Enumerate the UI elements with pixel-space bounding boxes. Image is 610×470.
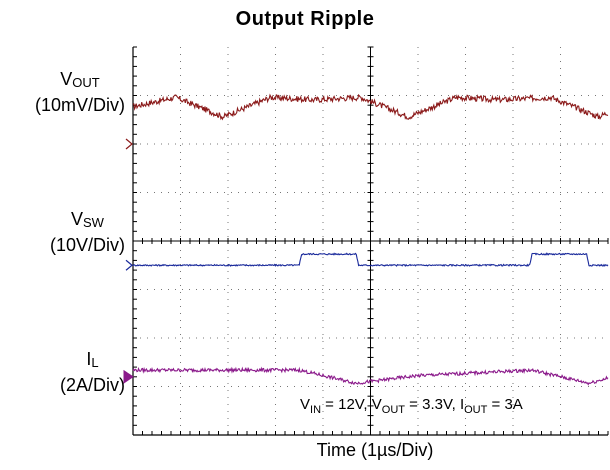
x-axis-label: Time (1µs/Div) (316, 440, 434, 460)
vsw-name: V (71, 209, 84, 229)
chart-title: Output Ripple (235, 8, 375, 30)
il-subscript: L (91, 355, 99, 370)
vout-cond-name: V (371, 396, 382, 413)
vin-value: = 12V, (321, 396, 372, 413)
vout-subscript: OUT (72, 75, 100, 90)
il-ground-marker (123, 369, 134, 384)
operating-conditions: VIN = 12V, VOUT = 3.3V, IOUT = 3A (300, 396, 523, 416)
vsw-trace (132, 252, 609, 268)
channel-label-vout: VOUT (10mV/Div) (35, 68, 125, 116)
vout-ground-marker (125, 138, 133, 150)
vout-trace (132, 93, 609, 121)
vout-scale: (10mV/Div) (34, 95, 125, 115)
vout-cond-subscript: OUT (381, 404, 406, 416)
vsw-scale: (10V/Div) (49, 235, 125, 255)
vin-subscript: IN (310, 404, 322, 416)
channel-label-vsw: VSW (10V/Div) (50, 208, 125, 256)
vin-name: V (300, 396, 311, 413)
channel-label-il: IL (2A/Div) (60, 348, 125, 396)
vsw-subscript: SW (83, 215, 104, 230)
iout-value: = 3A (487, 396, 523, 413)
vout-name: V (60, 69, 73, 89)
vout-cond-value: = 3.3V, (405, 396, 460, 413)
il-name: I (86, 349, 92, 369)
vsw-ground-marker (125, 259, 133, 271)
il-scale: (2A/Div) (59, 375, 125, 395)
iout-name: I (459, 396, 465, 413)
iout-subscript: OUT (464, 404, 488, 416)
il-trace (132, 366, 609, 386)
